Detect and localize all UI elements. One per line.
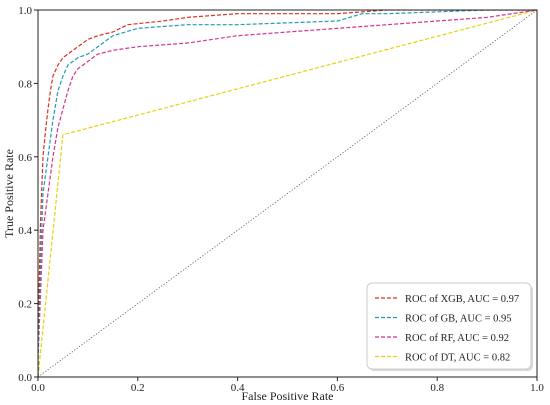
y-tick-label: 0.0: [18, 372, 32, 384]
series-line-3: [38, 10, 537, 377]
x-axis-label: False Positive Rate: [242, 389, 334, 403]
diagonal-reference-line: [38, 10, 537, 377]
legend-entry-1: ROC of XGB, AUC = 0.97: [405, 294, 519, 305]
legend-entry-3: ROC of RF, AUC = 0.92: [405, 333, 509, 344]
series-line-4: [38, 10, 537, 377]
x-tick-label: 1.0: [530, 382, 544, 394]
series-line-2: [38, 10, 537, 377]
y-tick-label: 0.2: [18, 299, 32, 311]
legend-box: [366, 282, 532, 370]
y-tick-label: 0.6: [18, 152, 32, 164]
legend-entry-2: ROC of GB, AUC = 0.95: [405, 314, 512, 325]
y-tick-label: 0.4: [18, 225, 32, 237]
x-tick-label: 0.6: [331, 382, 345, 394]
plot-frame: [37, 9, 538, 378]
series-line-1: [38, 10, 537, 377]
x-tick-label: 0.2: [131, 382, 145, 394]
x-tick-label: 0.8: [430, 382, 444, 394]
y-axis-label: True Positive Rate: [2, 149, 16, 238]
x-tick-label: 0.4: [231, 382, 245, 394]
y-tick-label: 1.0: [18, 5, 32, 17]
legend-entry-4: ROC of DT, AUC = 0.82: [405, 353, 510, 364]
x-tick-label: 0.0: [31, 382, 45, 394]
y-tick-label: 0.8: [18, 78, 32, 90]
